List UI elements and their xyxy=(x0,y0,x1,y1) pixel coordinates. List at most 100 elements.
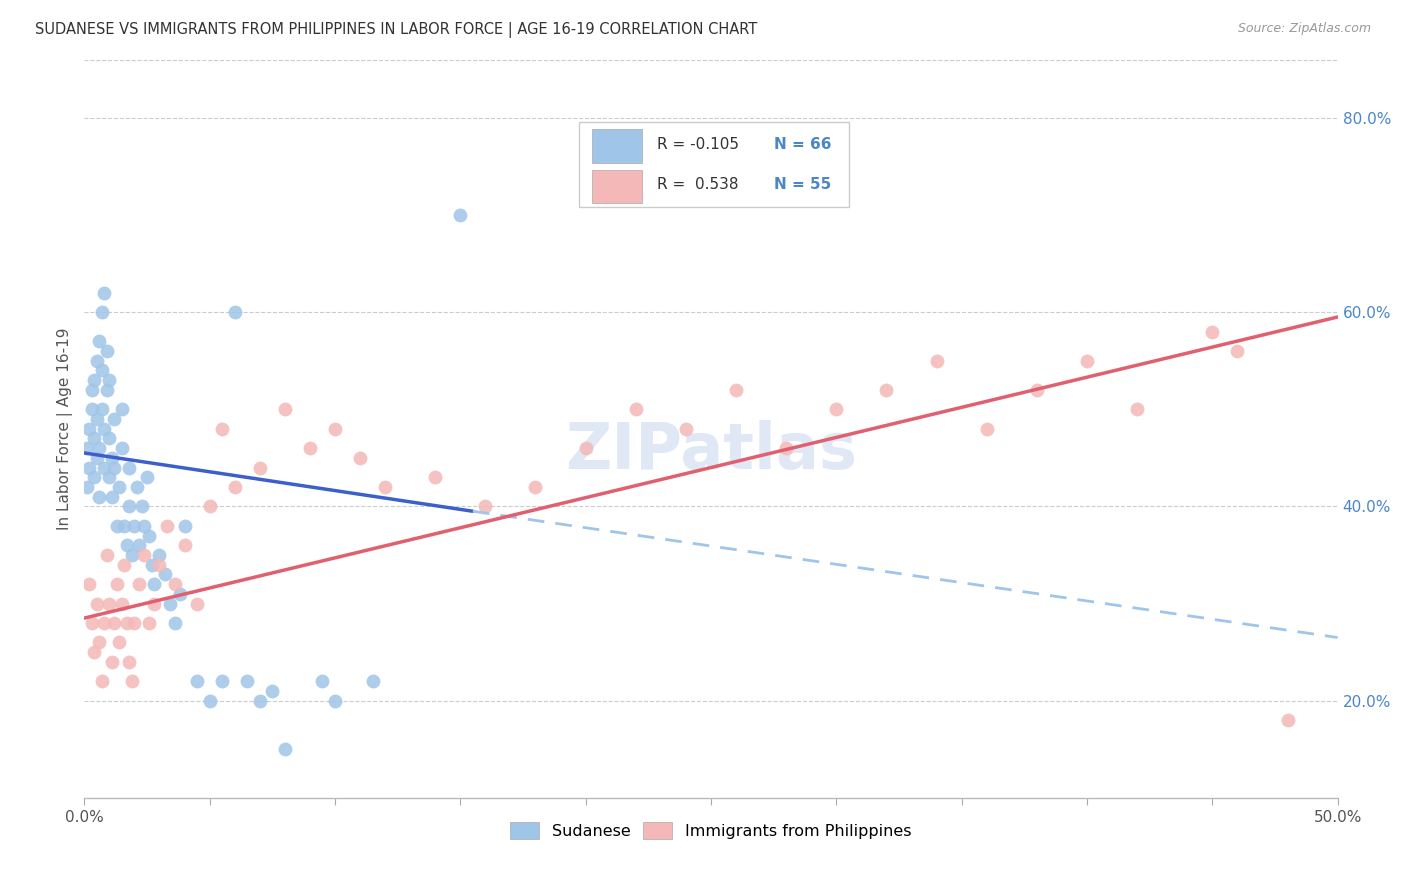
Point xyxy=(976,422,998,436)
Point xyxy=(111,597,134,611)
Point xyxy=(118,500,141,514)
Text: R =  0.538: R = 0.538 xyxy=(657,178,738,193)
Point xyxy=(249,693,271,707)
Point xyxy=(105,518,128,533)
Point xyxy=(90,363,112,377)
Point xyxy=(101,655,124,669)
Point xyxy=(128,538,150,552)
Point xyxy=(86,353,108,368)
Point xyxy=(134,518,156,533)
Point xyxy=(96,343,118,358)
Point xyxy=(98,470,121,484)
Point xyxy=(112,518,135,533)
Point xyxy=(143,577,166,591)
Point xyxy=(101,490,124,504)
Point xyxy=(724,383,747,397)
Point xyxy=(925,353,948,368)
Point xyxy=(86,450,108,465)
Point xyxy=(79,422,101,436)
Point xyxy=(93,615,115,630)
Point xyxy=(134,548,156,562)
Text: SUDANESE VS IMMIGRANTS FROM PHILIPPINES IN LABOR FORCE | AGE 16-19 CORRELATION C: SUDANESE VS IMMIGRANTS FROM PHILIPPINES … xyxy=(35,22,758,38)
Point xyxy=(121,548,143,562)
FancyBboxPatch shape xyxy=(592,129,643,162)
Point xyxy=(474,500,496,514)
Point xyxy=(173,538,195,552)
Point xyxy=(98,597,121,611)
Point xyxy=(93,460,115,475)
Point xyxy=(124,518,146,533)
Point xyxy=(262,684,284,698)
Point xyxy=(103,615,125,630)
Point xyxy=(825,402,848,417)
Point xyxy=(675,422,697,436)
Point xyxy=(198,693,221,707)
Point xyxy=(374,480,396,494)
Point xyxy=(311,674,333,689)
Point xyxy=(76,441,98,455)
Point xyxy=(186,674,208,689)
Point xyxy=(138,528,160,542)
Point xyxy=(1277,713,1299,727)
Point xyxy=(111,402,134,417)
Point xyxy=(103,460,125,475)
Point xyxy=(96,383,118,397)
Point xyxy=(105,577,128,591)
Point xyxy=(163,615,186,630)
Point xyxy=(112,558,135,572)
Point xyxy=(103,412,125,426)
Point xyxy=(90,305,112,319)
Point xyxy=(89,490,111,504)
Point xyxy=(1025,383,1047,397)
Legend: Sudanese, Immigrants from Philippines: Sudanese, Immigrants from Philippines xyxy=(503,816,918,846)
Point xyxy=(83,431,105,445)
Point xyxy=(1126,402,1149,417)
Point xyxy=(86,412,108,426)
Point xyxy=(159,597,181,611)
Point xyxy=(89,334,111,349)
Point xyxy=(108,635,131,649)
Point xyxy=(236,674,259,689)
FancyBboxPatch shape xyxy=(592,170,643,203)
Point xyxy=(118,655,141,669)
Text: N = 55: N = 55 xyxy=(773,178,831,193)
Point xyxy=(80,383,103,397)
Point xyxy=(224,305,246,319)
Text: Source: ZipAtlas.com: Source: ZipAtlas.com xyxy=(1237,22,1371,36)
Point xyxy=(323,422,346,436)
Point xyxy=(121,674,143,689)
Point xyxy=(224,480,246,494)
Point xyxy=(83,373,105,387)
Point xyxy=(349,450,371,465)
Point xyxy=(101,450,124,465)
Point xyxy=(83,645,105,659)
Point xyxy=(80,615,103,630)
Point xyxy=(98,431,121,445)
Point xyxy=(76,480,98,494)
Point xyxy=(108,480,131,494)
FancyBboxPatch shape xyxy=(579,122,849,207)
Text: ZIPatlas: ZIPatlas xyxy=(565,420,858,482)
Point xyxy=(115,538,138,552)
Point xyxy=(211,674,233,689)
Point xyxy=(249,460,271,475)
Point xyxy=(361,674,384,689)
Point xyxy=(80,402,103,417)
Point xyxy=(111,441,134,455)
Text: N = 66: N = 66 xyxy=(773,136,831,152)
Point xyxy=(90,674,112,689)
Point xyxy=(86,597,108,611)
Point xyxy=(136,470,159,484)
Point xyxy=(93,285,115,300)
Point xyxy=(96,548,118,562)
Point xyxy=(125,480,148,494)
Text: R = -0.105: R = -0.105 xyxy=(657,136,740,152)
Point xyxy=(274,402,297,417)
Point xyxy=(115,615,138,630)
Point xyxy=(90,402,112,417)
Point xyxy=(274,742,297,756)
Point xyxy=(138,615,160,630)
Point xyxy=(169,587,191,601)
Point xyxy=(298,441,321,455)
Point xyxy=(211,422,233,436)
